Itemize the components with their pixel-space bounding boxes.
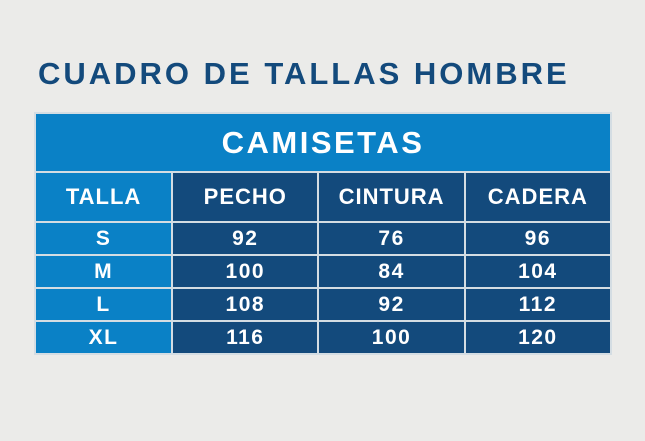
measurement-cell: 84 xyxy=(319,256,464,287)
table-row-size-s: S 92 76 96 xyxy=(36,223,610,254)
measurement-cell: 120 xyxy=(465,322,610,353)
group-header-row: CAMISETAS xyxy=(36,114,610,171)
measurement-cell: 108 xyxy=(173,289,318,320)
table-row-size-xl: XL 116 100 120 xyxy=(36,322,610,353)
measurement-cell: 76 xyxy=(319,223,464,254)
size-cell: L xyxy=(36,289,172,320)
measurement-cell: 104 xyxy=(465,256,610,287)
column-header-pecho: PECHO xyxy=(173,173,318,221)
size-cell: XL xyxy=(36,322,172,353)
measurement-cell: 92 xyxy=(319,289,464,320)
measurement-cell: 100 xyxy=(173,256,318,287)
measurement-cell: 92 xyxy=(173,223,318,254)
measurement-cell: 112 xyxy=(465,289,610,320)
size-cell: S xyxy=(36,223,172,254)
group-header-camisetas: CAMISETAS xyxy=(36,114,610,171)
measurement-cell: 116 xyxy=(173,322,318,353)
size-cell: M xyxy=(36,256,172,287)
page-title: CUADRO DE TALLAS HOMBRE xyxy=(38,56,570,91)
column-header-row: TALLA PECHO CINTURA CADERA xyxy=(36,173,610,221)
measurement-cell: 100 xyxy=(319,322,464,353)
column-header-talla: TALLA xyxy=(36,173,172,221)
column-header-cadera: CADERA xyxy=(465,173,610,221)
table-row-size-l: L 108 92 112 xyxy=(36,289,610,320)
column-header-cintura: CINTURA xyxy=(319,173,464,221)
measurement-cell: 96 xyxy=(465,223,610,254)
size-chart-table: CAMISETAS TALLA PECHO CINTURA CADERA S 9… xyxy=(34,112,612,355)
table-row-size-m: M 100 84 104 xyxy=(36,256,610,287)
